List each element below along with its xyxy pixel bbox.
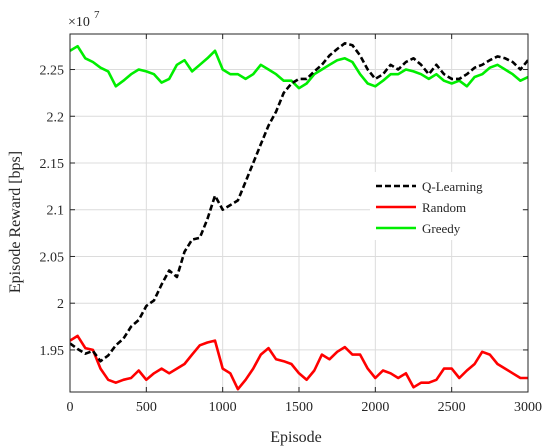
x-tick-labels: 0 500 1000 1500 2000 2500 3000	[67, 400, 543, 415]
y-tick-label: 2.2	[47, 110, 65, 125]
legend-item-greedy: Greedy	[376, 221, 461, 236]
x-tick-label: 1500	[285, 400, 313, 415]
legend-label-q-learning: Q-Learning	[422, 179, 483, 194]
x-tick-label: 3000	[514, 400, 542, 415]
tick-marks	[69, 34, 529, 392]
x-tick-label: 500	[136, 400, 157, 415]
x-axis-label: Episode	[270, 429, 322, 446]
legend: Q-Learning Random Greedy	[370, 172, 522, 240]
x-tick-label: 2500	[438, 400, 466, 415]
y-tick-label: 2.1	[47, 204, 65, 219]
y-multiplier-exponent: 7	[94, 9, 100, 21]
series-line-random	[70, 334, 528, 391]
legend-item-random: Random	[376, 200, 466, 215]
y-tick-label: 2.25	[40, 64, 65, 79]
series-line-q-learning	[70, 42, 528, 363]
legend-label-random: Random	[422, 200, 466, 215]
y-tick-label: 2	[57, 297, 64, 312]
y-tick-labels: 1.95 2 2.05 2.1 2.15 2.2 2.25	[40, 64, 65, 359]
y-tick-label: 2.15	[40, 157, 65, 172]
series-line-greedy	[70, 44, 528, 90]
y-tick-label: 2.05	[40, 250, 65, 265]
series-layer	[70, 42, 528, 391]
y-axis-label: Episode Reward [bps]	[7, 151, 24, 293]
legend-item-q-learning: Q-Learning	[376, 179, 483, 194]
x-tick-label: 1000	[209, 400, 237, 415]
y-multiplier: ×10	[68, 15, 90, 30]
x-tick-label: 2000	[361, 400, 389, 415]
y-tick-label: 1.95	[40, 344, 65, 359]
legend-label-greedy: Greedy	[422, 221, 461, 236]
x-tick-label: 0	[67, 400, 74, 415]
